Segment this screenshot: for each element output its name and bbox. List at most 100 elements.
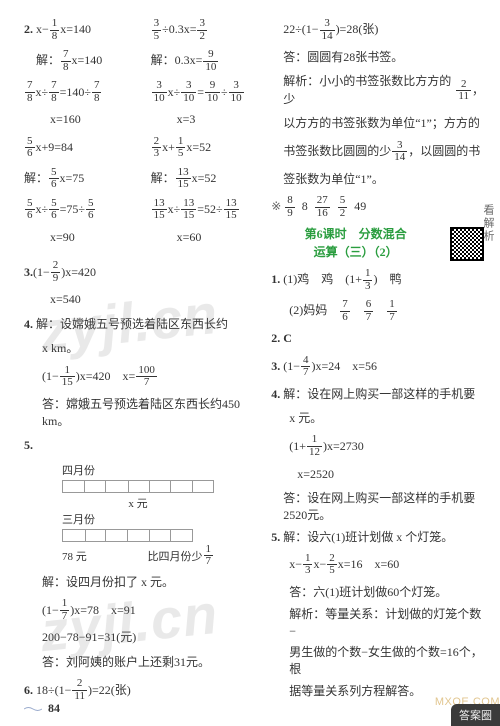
txt: x=52 — [192, 170, 217, 187]
txt: x=3 — [151, 111, 260, 128]
txt: ) 鸭 — [373, 271, 401, 288]
txt: x 元 — [128, 498, 147, 510]
lesson-header: 第6课时 分数混合 运算（三）（2） — [271, 226, 484, 261]
q2: 2. x− 18 x=140 解： 78 x=140 78 x÷ 78 =140… — [24, 18, 259, 253]
q4-number: 4. — [24, 317, 33, 331]
txt: x=75 — [60, 170, 85, 187]
txt: x÷ — [168, 84, 181, 101]
txt: 答：嫦娥五号预选着陆区东西长约450 km。 — [24, 396, 259, 431]
txt: 解：0.3x= — [151, 52, 203, 69]
txt: x=140 — [72, 52, 103, 69]
fraction: 1315 — [224, 198, 239, 222]
q3: 3. (1− 29 )x=420 — [24, 260, 259, 284]
side-label: 看解析 — [480, 204, 496, 243]
txt: x=160 — [24, 111, 133, 128]
txt: ÷0.3x= — [162, 21, 196, 38]
q3-number: 3. — [24, 264, 33, 281]
txt: x=52 — [186, 139, 211, 156]
lesson-title-a: 第6课时 分数混合 — [271, 226, 440, 243]
fraction: 910 — [205, 80, 220, 104]
txt: 答：设在网上购买一部这样的手机要2520元。 — [271, 490, 484, 524]
txt: 答：六(1)班计划做60个灯笼。 — [271, 584, 484, 601]
fraction: 17 — [204, 544, 214, 568]
txt: 解析：小小的书签张数比方方的少 — [283, 73, 455, 108]
txt: )=22(张) — [88, 682, 131, 699]
txt: (1)鸡 鸡 — [283, 271, 345, 288]
fraction: 76 — [340, 299, 350, 323]
q2-number: 2. — [24, 21, 33, 38]
txt: 比四月份少 — [148, 548, 203, 564]
txt: 22÷ — [283, 21, 302, 38]
fraction: 1315 — [181, 198, 196, 222]
txt: (2)妈妈 — [289, 302, 339, 319]
fraction: 310 — [181, 80, 196, 104]
page-footer: 84 — [24, 701, 60, 716]
badge-main[interactable]: 答案圈 — [451, 704, 500, 726]
txt: 解：设六(1)班计划做 x 个灯笼。 — [283, 530, 453, 544]
fraction: 78 — [49, 80, 59, 104]
txt: 解： — [24, 170, 48, 187]
fraction: 18 — [50, 18, 60, 42]
fraction: 52 — [338, 195, 348, 219]
fraction: 56 — [49, 167, 59, 191]
q5-number: 5. — [24, 437, 259, 454]
fraction: 310 — [152, 80, 167, 104]
fraction: 211 — [72, 678, 87, 702]
txt: ，以圆圆的书 — [408, 143, 480, 160]
txt: 答：圆圆有28张书签。 — [271, 49, 484, 66]
star-icon: ※ — [271, 198, 281, 215]
fraction: 78 — [25, 80, 35, 104]
rq2: 2. C — [271, 330, 484, 347]
txt: x÷ — [36, 84, 49, 101]
fraction: 78 — [92, 80, 102, 104]
txt: (1− — [302, 21, 319, 38]
fraction: 1007 — [136, 365, 157, 389]
fraction: 56 — [25, 136, 35, 160]
txt: (1− — [42, 368, 59, 385]
txt: (1− — [42, 602, 59, 619]
txt: (1− — [33, 264, 50, 281]
rq1-number: 1. — [271, 271, 280, 288]
txt: =75÷ — [60, 201, 85, 218]
fraction: 314 — [392, 140, 407, 164]
tape-diagram: 四月份 x 元 三月份 78 元 比四月份少 17 — [24, 462, 214, 568]
fraction: 67 — [364, 299, 374, 323]
txt: 49 — [354, 198, 366, 215]
q4: 4. 解：设嫦娥五号预选着陆区东西长约 — [24, 316, 259, 333]
txt: 8 — [302, 198, 308, 215]
txt: 以方方的书签张数为单位“1”；方方的 — [271, 115, 484, 132]
q6: 6. 18÷ (1− 211 )=22(张) — [24, 678, 259, 702]
txt: =140÷ — [60, 84, 91, 101]
txt: x+9=84 — [36, 139, 74, 156]
txt: x+ — [162, 139, 175, 156]
starred-line: ※ 89 8 2716 52 49 — [271, 195, 484, 219]
fraction: 56 — [25, 198, 35, 222]
page-content: 2. x− 18 x=140 解： 78 x=140 78 x÷ 78 =140… — [0, 0, 500, 717]
txt: )x=420 — [61, 264, 96, 281]
txt: 解：设四月份扣了 x 元。 — [24, 574, 259, 591]
fraction: 35 — [152, 18, 162, 42]
txt: 书签张数比圆圆的少 — [283, 143, 391, 160]
txt: (1− — [283, 358, 300, 375]
fraction: 112 — [307, 434, 322, 458]
txt: x÷ — [36, 201, 49, 218]
fraction: 13 — [363, 268, 373, 292]
txt — [351, 302, 363, 319]
fraction: 13 — [303, 553, 313, 577]
txt: 200−78−91=31(元) — [24, 629, 259, 646]
fraction: 1315 — [152, 198, 167, 222]
txt: (1+ — [345, 271, 362, 288]
fraction: 310 — [229, 80, 244, 104]
rq5-number: 5. — [271, 530, 280, 544]
txt: 签张数为单位“1”。 — [271, 171, 484, 188]
txt: x=16 x=60 — [338, 556, 400, 573]
txt: (1− — [55, 682, 72, 699]
txt: ÷ — [221, 84, 228, 101]
txt: x 元。 — [271, 410, 484, 427]
fraction: 23 — [152, 136, 162, 160]
fraction: 17 — [60, 598, 70, 622]
txt: )x=420 x= — [76, 368, 136, 385]
qr-code-icon[interactable] — [450, 227, 484, 261]
fraction: 47 — [301, 355, 311, 379]
txt: x− — [289, 556, 302, 573]
